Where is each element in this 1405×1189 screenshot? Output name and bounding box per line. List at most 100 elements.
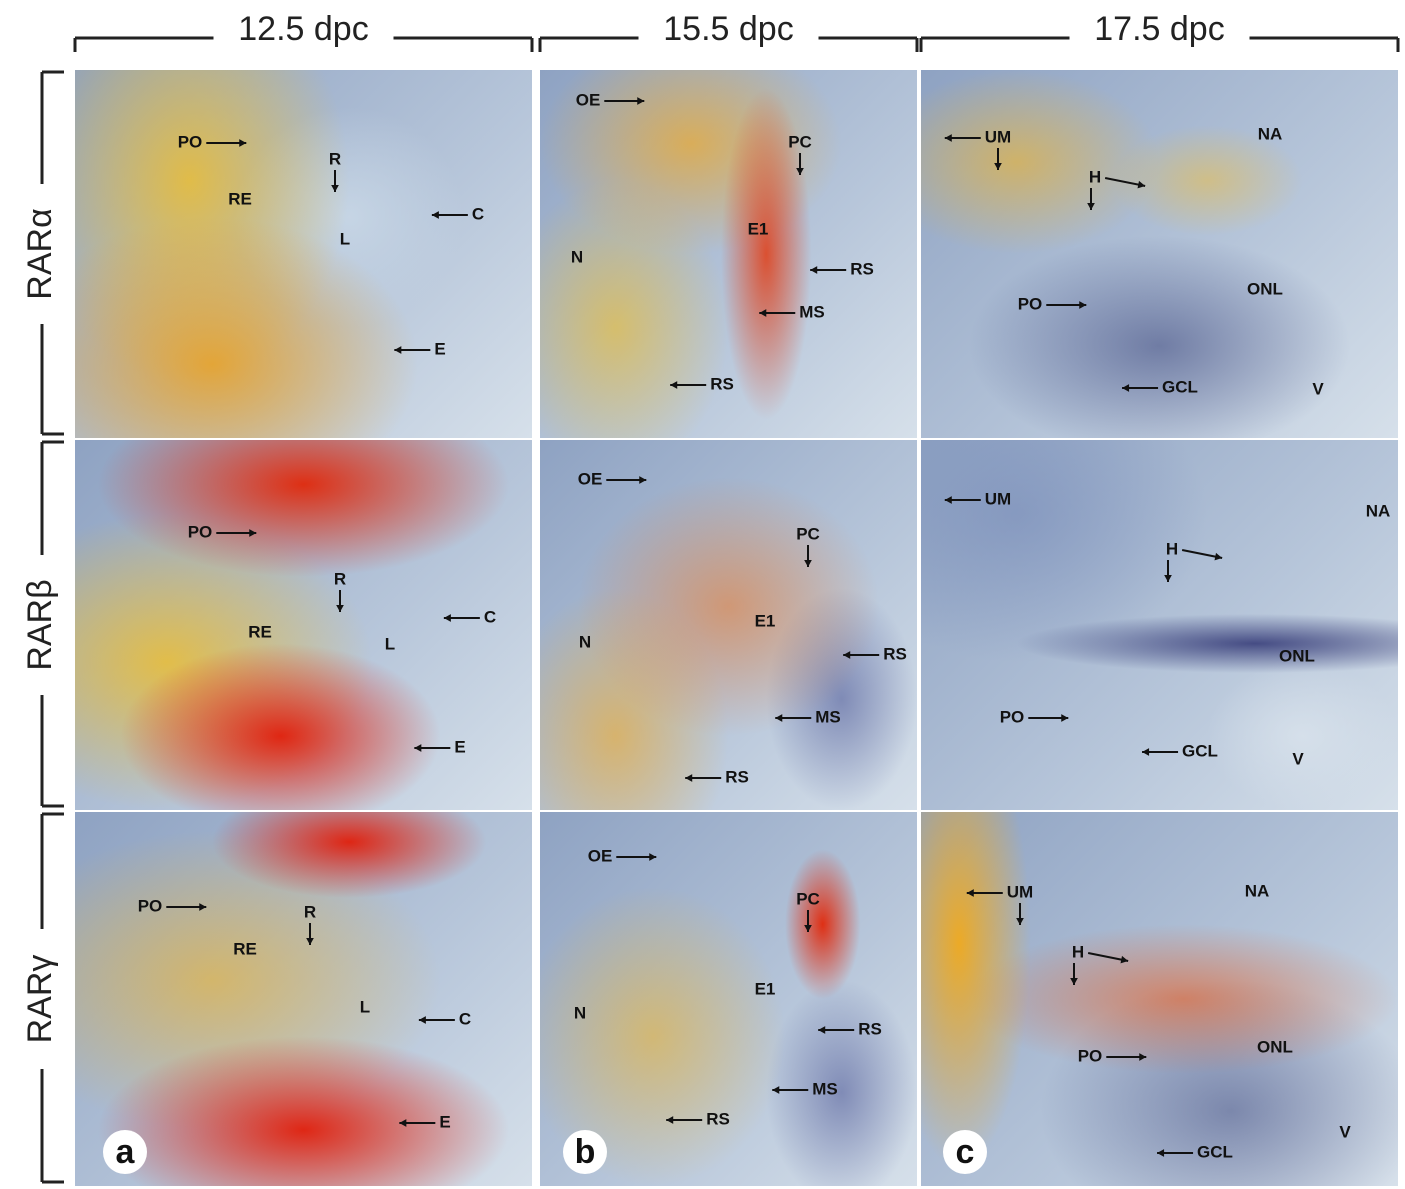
panel-label: RE — [233, 939, 257, 958]
arrow-head — [239, 139, 246, 147]
panel-label: V — [1339, 1122, 1351, 1141]
arrow-head — [994, 163, 1002, 170]
arrow-head — [796, 168, 804, 175]
arrow-head — [818, 1026, 825, 1034]
panel-label: C — [459, 1009, 471, 1028]
panel-label: GCL — [1162, 377, 1198, 396]
panel-label: PC — [788, 132, 812, 151]
panel-label: RS — [850, 259, 874, 278]
panel-label: E1 — [755, 979, 776, 998]
arrow-head — [649, 853, 656, 861]
panel-label: H — [1089, 167, 1101, 186]
panel-label: NA — [1366, 501, 1391, 520]
arrow-head — [685, 774, 692, 782]
figure-overlay: 12.5 dpca15.5 dpcb17.5 dpccRARαRARβRARγP… — [0, 0, 1405, 1189]
arrow-head — [336, 605, 344, 612]
panel-label: GCL — [1197, 1142, 1233, 1161]
panel-label: OE — [576, 90, 601, 109]
panel-label: RS — [706, 1109, 730, 1128]
panel-label: PO — [1078, 1046, 1103, 1065]
arrow-head — [199, 903, 206, 911]
arrow-head — [759, 309, 766, 317]
panel-label: PO — [1000, 707, 1025, 726]
panel-label: R — [304, 902, 316, 921]
panel-label: H — [1072, 942, 1084, 961]
panel-label: RS — [858, 1019, 882, 1038]
arrow-head — [804, 925, 812, 932]
arrow-head — [1061, 714, 1068, 722]
panel-label: NA — [1258, 124, 1283, 143]
row-label: RARγ — [21, 955, 59, 1044]
panel-letter: c — [956, 1133, 975, 1171]
panel-label: N — [574, 1003, 586, 1022]
panel-label: GCL — [1182, 741, 1218, 760]
arrow-head — [399, 1119, 406, 1127]
arrow-head — [1138, 181, 1146, 189]
panel-label: E — [454, 737, 465, 756]
arrow-head — [670, 381, 677, 389]
arrow-head — [1079, 301, 1086, 309]
panel-label: PC — [796, 524, 820, 543]
column-title: 15.5 dpc — [663, 10, 793, 48]
arrow-head — [772, 1086, 779, 1094]
panel-label: PO — [178, 132, 203, 151]
panel-label: MS — [815, 707, 841, 726]
arrow-head — [1122, 384, 1129, 392]
panel-label: PO — [138, 896, 163, 915]
arrow-head — [666, 1116, 673, 1124]
panel-label: RS — [710, 374, 734, 393]
panel-label: H — [1166, 539, 1178, 558]
arrow-head — [775, 714, 782, 722]
panel-label: C — [484, 607, 496, 626]
panel-label: PC — [796, 889, 820, 908]
arrow-head — [1215, 553, 1223, 561]
panel-label: E — [439, 1112, 450, 1131]
arrow-head — [843, 651, 850, 659]
panel-label: MS — [812, 1079, 838, 1098]
panel-label: OE — [578, 469, 603, 488]
panel-label: E — [434, 339, 445, 358]
arrow-head — [432, 211, 439, 219]
arrow-head — [1121, 956, 1129, 964]
panel-label: UM — [985, 127, 1011, 146]
panel-label: N — [579, 632, 591, 651]
arrow-head — [414, 744, 421, 752]
arrow-head — [804, 560, 812, 567]
arrow-head — [639, 476, 646, 484]
panel-letter: a — [116, 1133, 136, 1171]
panel-label: E1 — [748, 219, 769, 238]
panel-label: L — [360, 997, 370, 1016]
panel-label: RE — [228, 189, 252, 208]
row-label: RARβ — [21, 579, 59, 670]
panel-label: L — [385, 634, 395, 653]
arrow-head — [967, 889, 974, 897]
panel-label: ONL — [1247, 279, 1283, 298]
arrow-head — [810, 266, 817, 274]
panel-label: NA — [1245, 881, 1270, 900]
panel-label: RS — [883, 644, 907, 663]
panel-label: V — [1312, 379, 1324, 398]
panel-label: E1 — [755, 611, 776, 630]
panel-label: V — [1292, 749, 1304, 768]
panel-label: C — [472, 204, 484, 223]
panel-label: RS — [725, 767, 749, 786]
arrow-head — [444, 614, 451, 622]
arrow-head — [1087, 203, 1095, 210]
column-title: 17.5 dpc — [1094, 10, 1224, 48]
panel-letter: b — [575, 1133, 596, 1171]
arrow-head — [331, 185, 339, 192]
panel-label: UM — [1007, 882, 1033, 901]
arrow-head — [1139, 1053, 1146, 1061]
panel-label: RE — [248, 622, 272, 641]
panel-label: PO — [1018, 294, 1043, 313]
arrow-head — [637, 97, 644, 105]
arrow-head — [249, 529, 256, 537]
arrow-head — [945, 134, 952, 142]
panel-label: R — [329, 149, 341, 168]
arrow-head — [1070, 978, 1078, 985]
arrow-head — [306, 938, 314, 945]
row-label: RARα — [21, 208, 59, 299]
panel-label: OE — [588, 846, 613, 865]
panel-label: UM — [985, 489, 1011, 508]
arrow-head — [1016, 918, 1024, 925]
